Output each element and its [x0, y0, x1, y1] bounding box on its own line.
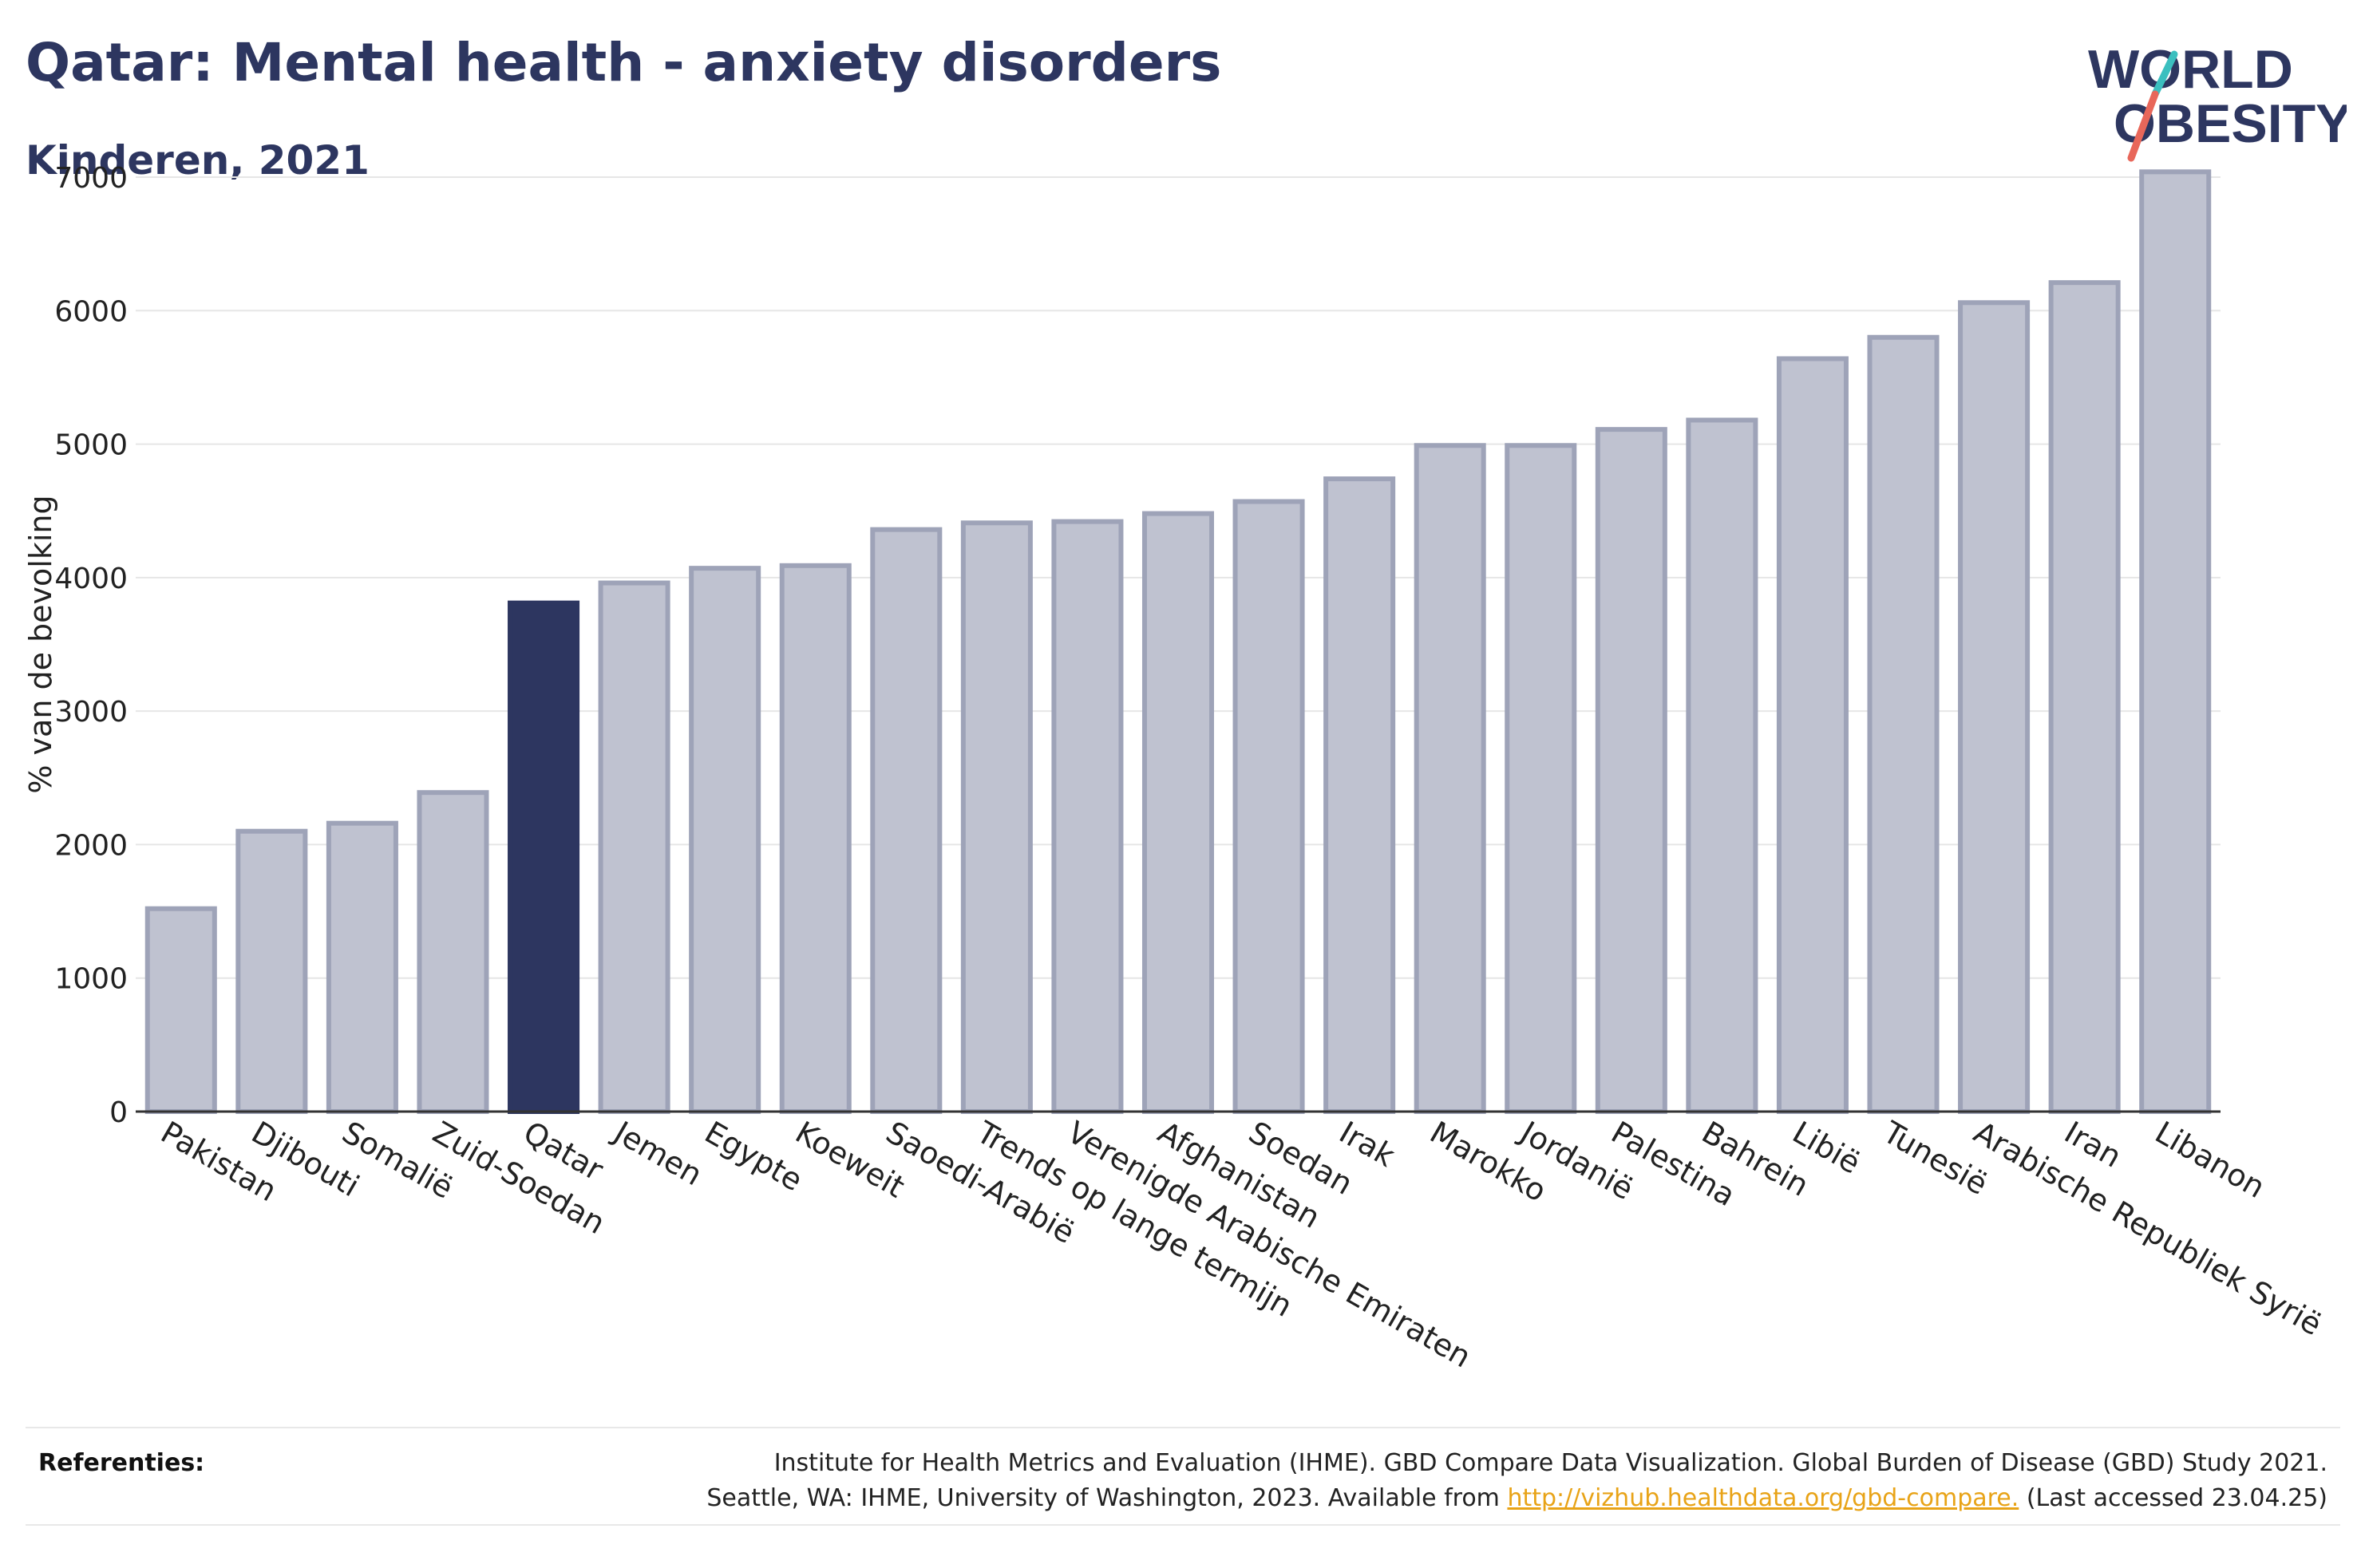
references-top-rule	[26, 1427, 2340, 1428]
bar-saoedi-arabi-	[870, 527, 943, 1114]
bar-egypte	[689, 566, 761, 1114]
references-bottom-rule	[26, 1524, 2340, 1526]
bar-tunesi-	[1867, 334, 1940, 1114]
bar-jemen	[598, 580, 670, 1114]
logo-slash-top	[2151, 50, 2178, 98]
y-axis-ticks: 0 1000 2000 3000 4000 5000 6000 7000	[54, 162, 128, 1129]
bar-libanon	[2139, 169, 2212, 1114]
references-line-2-prefix: Seattle, WA: IHME, University of Washing…	[706, 1484, 1508, 1512]
logo-slash-bottom	[2127, 90, 2159, 162]
y-tick-label: 1000	[54, 963, 128, 996]
bar-djibouti	[235, 828, 308, 1114]
bar-iran	[2048, 280, 2121, 1114]
bar-koeweit	[779, 563, 852, 1114]
bar-chart: 0 1000 2000 3000 4000 5000 6000 7000 PakistanDj…	[23, 162, 2327, 1375]
y-tick-label: 6000	[54, 295, 128, 328]
y-tick-label: 4000	[54, 563, 128, 595]
bar-irak	[1323, 476, 1396, 1114]
bar-arabische-republiek-syri-	[1958, 300, 2031, 1114]
bar-zuid-soedan	[417, 790, 489, 1114]
chart-subtitle: Kinderen, 2021	[26, 137, 370, 184]
x-tick-label: Jemen	[607, 1114, 708, 1193]
logo-text-world: WORLD	[2088, 39, 2293, 100]
x-axis-ticks: PakistanDjiboutiSomaliëZuid-SoedanQatarJ…	[155, 1114, 2327, 1375]
references-line-1: Institute for Health Metrics and Evaluat…	[773, 1449, 2327, 1477]
bar-marokko	[1414, 443, 1486, 1114]
references-label: Referenties:	[38, 1449, 205, 1477]
y-axis-label: % van de bevolking	[23, 495, 58, 793]
bar-somali-	[326, 820, 398, 1114]
x-tick-label: Tunesië	[1877, 1114, 1993, 1202]
bar-jordani-	[1505, 443, 1577, 1114]
references-line-2: Seattle, WA: IHME, University of Washing…	[492, 1481, 2327, 1516]
references-line-2-suffix: (Last accessed 23.04.25)	[2019, 1484, 2327, 1512]
references-text: Institute for Health Metrics and Evaluat…	[492, 1446, 2327, 1516]
bar-trends-op-lange-termijn	[960, 520, 1033, 1114]
bar-pakistan	[144, 906, 217, 1114]
bar-bahrein	[1686, 417, 1758, 1114]
chart-title: Qatar: Mental health - anxiety disorders	[26, 32, 1222, 93]
bar-qatar	[508, 600, 580, 1114]
y-tick-label: 7000	[54, 162, 128, 195]
x-tick-label: Libanon	[2149, 1115, 2271, 1205]
x-tick-label: Egypte	[699, 1115, 809, 1199]
bar-soedan	[1232, 499, 1305, 1114]
bar-palestina	[1595, 427, 1667, 1114]
y-tick-label: 3000	[54, 696, 128, 729]
y-tick-label: 2000	[54, 829, 128, 862]
y-tick-label: 0	[109, 1096, 128, 1129]
bar-afghanistan	[1141, 511, 1215, 1114]
world-obesity-logo: WORLD OBESITY	[2088, 39, 2347, 162]
bars	[144, 169, 2212, 1115]
references-link[interactable]: http://vizhub.healthdata.org/gbd-compare…	[1507, 1484, 2019, 1512]
bar-libi-	[1776, 356, 1849, 1115]
bar-verenigde-arabische-emiraten	[1051, 519, 1124, 1114]
y-tick-label: 5000	[54, 429, 128, 462]
x-tick-label: Arabische Republiek Syrië	[1968, 1115, 2328, 1343]
